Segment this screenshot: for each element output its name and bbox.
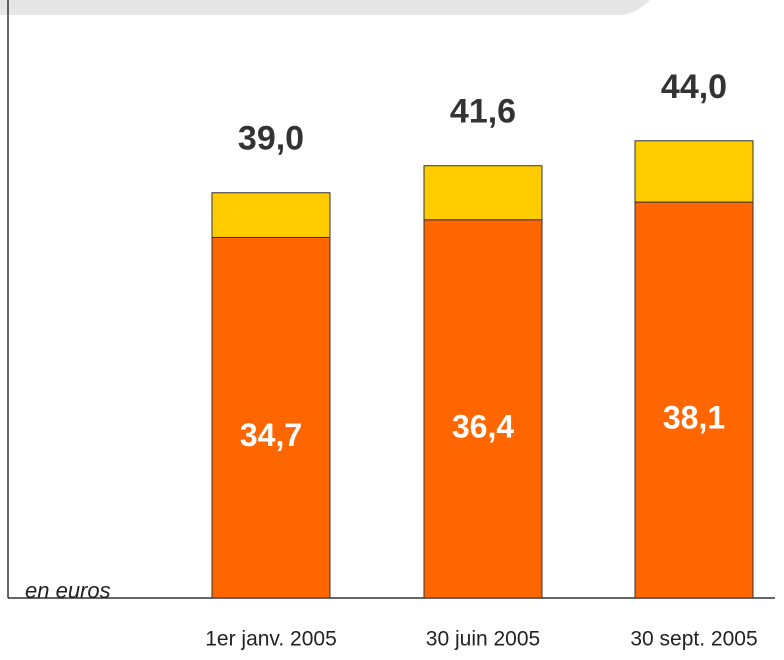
x-tick-label: 1er janv. 2005 <box>205 628 337 651</box>
total-label: 39,0 <box>238 120 304 158</box>
total-label: 44,0 <box>661 68 727 106</box>
x-tick-label: 30 juin 2005 <box>426 628 540 651</box>
unit-label: en euros <box>25 578 111 603</box>
bar-segment <box>634 201 754 599</box>
bar-segment <box>423 219 543 599</box>
segment-label: 36,4 <box>452 408 514 444</box>
x-tick-label: 30 sept. 2005 <box>630 628 757 651</box>
segment-label: 34,7 <box>240 417 302 453</box>
bar-segment <box>634 140 754 203</box>
total-label: 41,6 <box>450 93 516 131</box>
bar-segment <box>211 236 331 599</box>
bar-segment <box>211 192 331 238</box>
header-band <box>0 0 650 15</box>
bar-segment <box>423 165 543 221</box>
segment-label: 38,1 <box>663 399 725 435</box>
